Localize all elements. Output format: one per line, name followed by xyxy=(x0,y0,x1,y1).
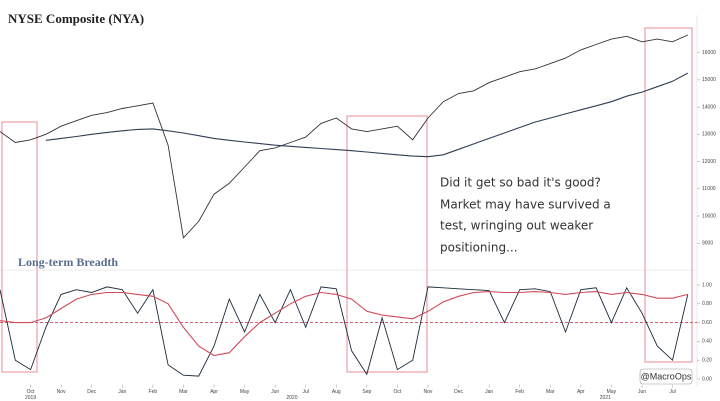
x-tick-label: Oct xyxy=(27,389,35,395)
x-tick-label: Apr xyxy=(577,389,585,395)
y-tick-label: 9000 xyxy=(702,241,713,247)
y-tick-label: 13000 xyxy=(702,132,716,138)
x-tick-label: Jul xyxy=(302,389,308,395)
x-tick-label: Jul xyxy=(669,389,675,395)
watermark: @MacroOps xyxy=(641,371,692,381)
x-tick-label: Dec xyxy=(87,389,96,395)
highlight-box xyxy=(644,27,693,363)
annotation: Market may have survived a xyxy=(440,198,611,212)
series-line xyxy=(45,72,689,158)
y-tick-label: 0.40 xyxy=(702,339,712,345)
x-tick-label: Nov xyxy=(57,389,66,395)
year-label: 2019 xyxy=(25,395,36,401)
x-tick-label: Jan xyxy=(118,389,126,395)
year-label: 2020 xyxy=(286,395,297,401)
highlight-box xyxy=(346,115,428,373)
x-tick-label: Apr xyxy=(210,389,218,395)
x-tick-label: Jun xyxy=(271,389,279,395)
series-line xyxy=(0,291,688,357)
x-tick-label: Jun xyxy=(638,389,646,395)
y-tick-label: 12000 xyxy=(702,159,716,165)
y-tick-label: 14000 xyxy=(702,104,716,110)
annotation: Did it get so bad it's good? xyxy=(440,176,601,190)
x-tick-label: Oct xyxy=(394,389,402,395)
x-tick-label: May xyxy=(607,389,617,395)
panel-label: Long-term Breadth xyxy=(18,255,118,269)
series-line xyxy=(0,34,688,239)
series-line xyxy=(0,286,689,377)
x-tick-label: May xyxy=(240,389,250,395)
x-tick-label: Mar xyxy=(546,389,555,395)
x-tick-label: Aug xyxy=(332,389,341,395)
y-tick-label: 15000 xyxy=(702,77,716,83)
y-tick-label: 10000 xyxy=(702,213,716,219)
y-tick-label: 0.00 xyxy=(702,376,712,382)
y-tick-label: 16000 xyxy=(702,50,716,56)
x-tick-label: Feb xyxy=(149,389,158,395)
y-tick-label: 11000 xyxy=(702,186,716,192)
y-tick-label: 0.60 xyxy=(702,320,712,326)
y-tick-label: 1.00 xyxy=(702,282,712,288)
x-tick-label: Jan xyxy=(485,389,493,395)
x-tick-label: Nov xyxy=(424,389,433,395)
annotation: test, wringing out weaker xyxy=(440,219,593,233)
y-tick-label: 0.80 xyxy=(702,301,712,307)
annotation: positioning... xyxy=(440,241,518,255)
x-tick-label: Mar xyxy=(179,389,188,395)
y-tick-label: 0.20 xyxy=(702,357,712,363)
watermark-box xyxy=(639,368,693,385)
x-tick-label: Dec xyxy=(454,389,463,395)
year-label: 2021 xyxy=(600,395,611,401)
x-tick-label: Feb xyxy=(515,389,524,395)
chart-title: NYSE Composite (NYA) xyxy=(8,11,144,26)
x-tick-label: Sep xyxy=(362,389,371,395)
highlight-box xyxy=(1,121,38,373)
